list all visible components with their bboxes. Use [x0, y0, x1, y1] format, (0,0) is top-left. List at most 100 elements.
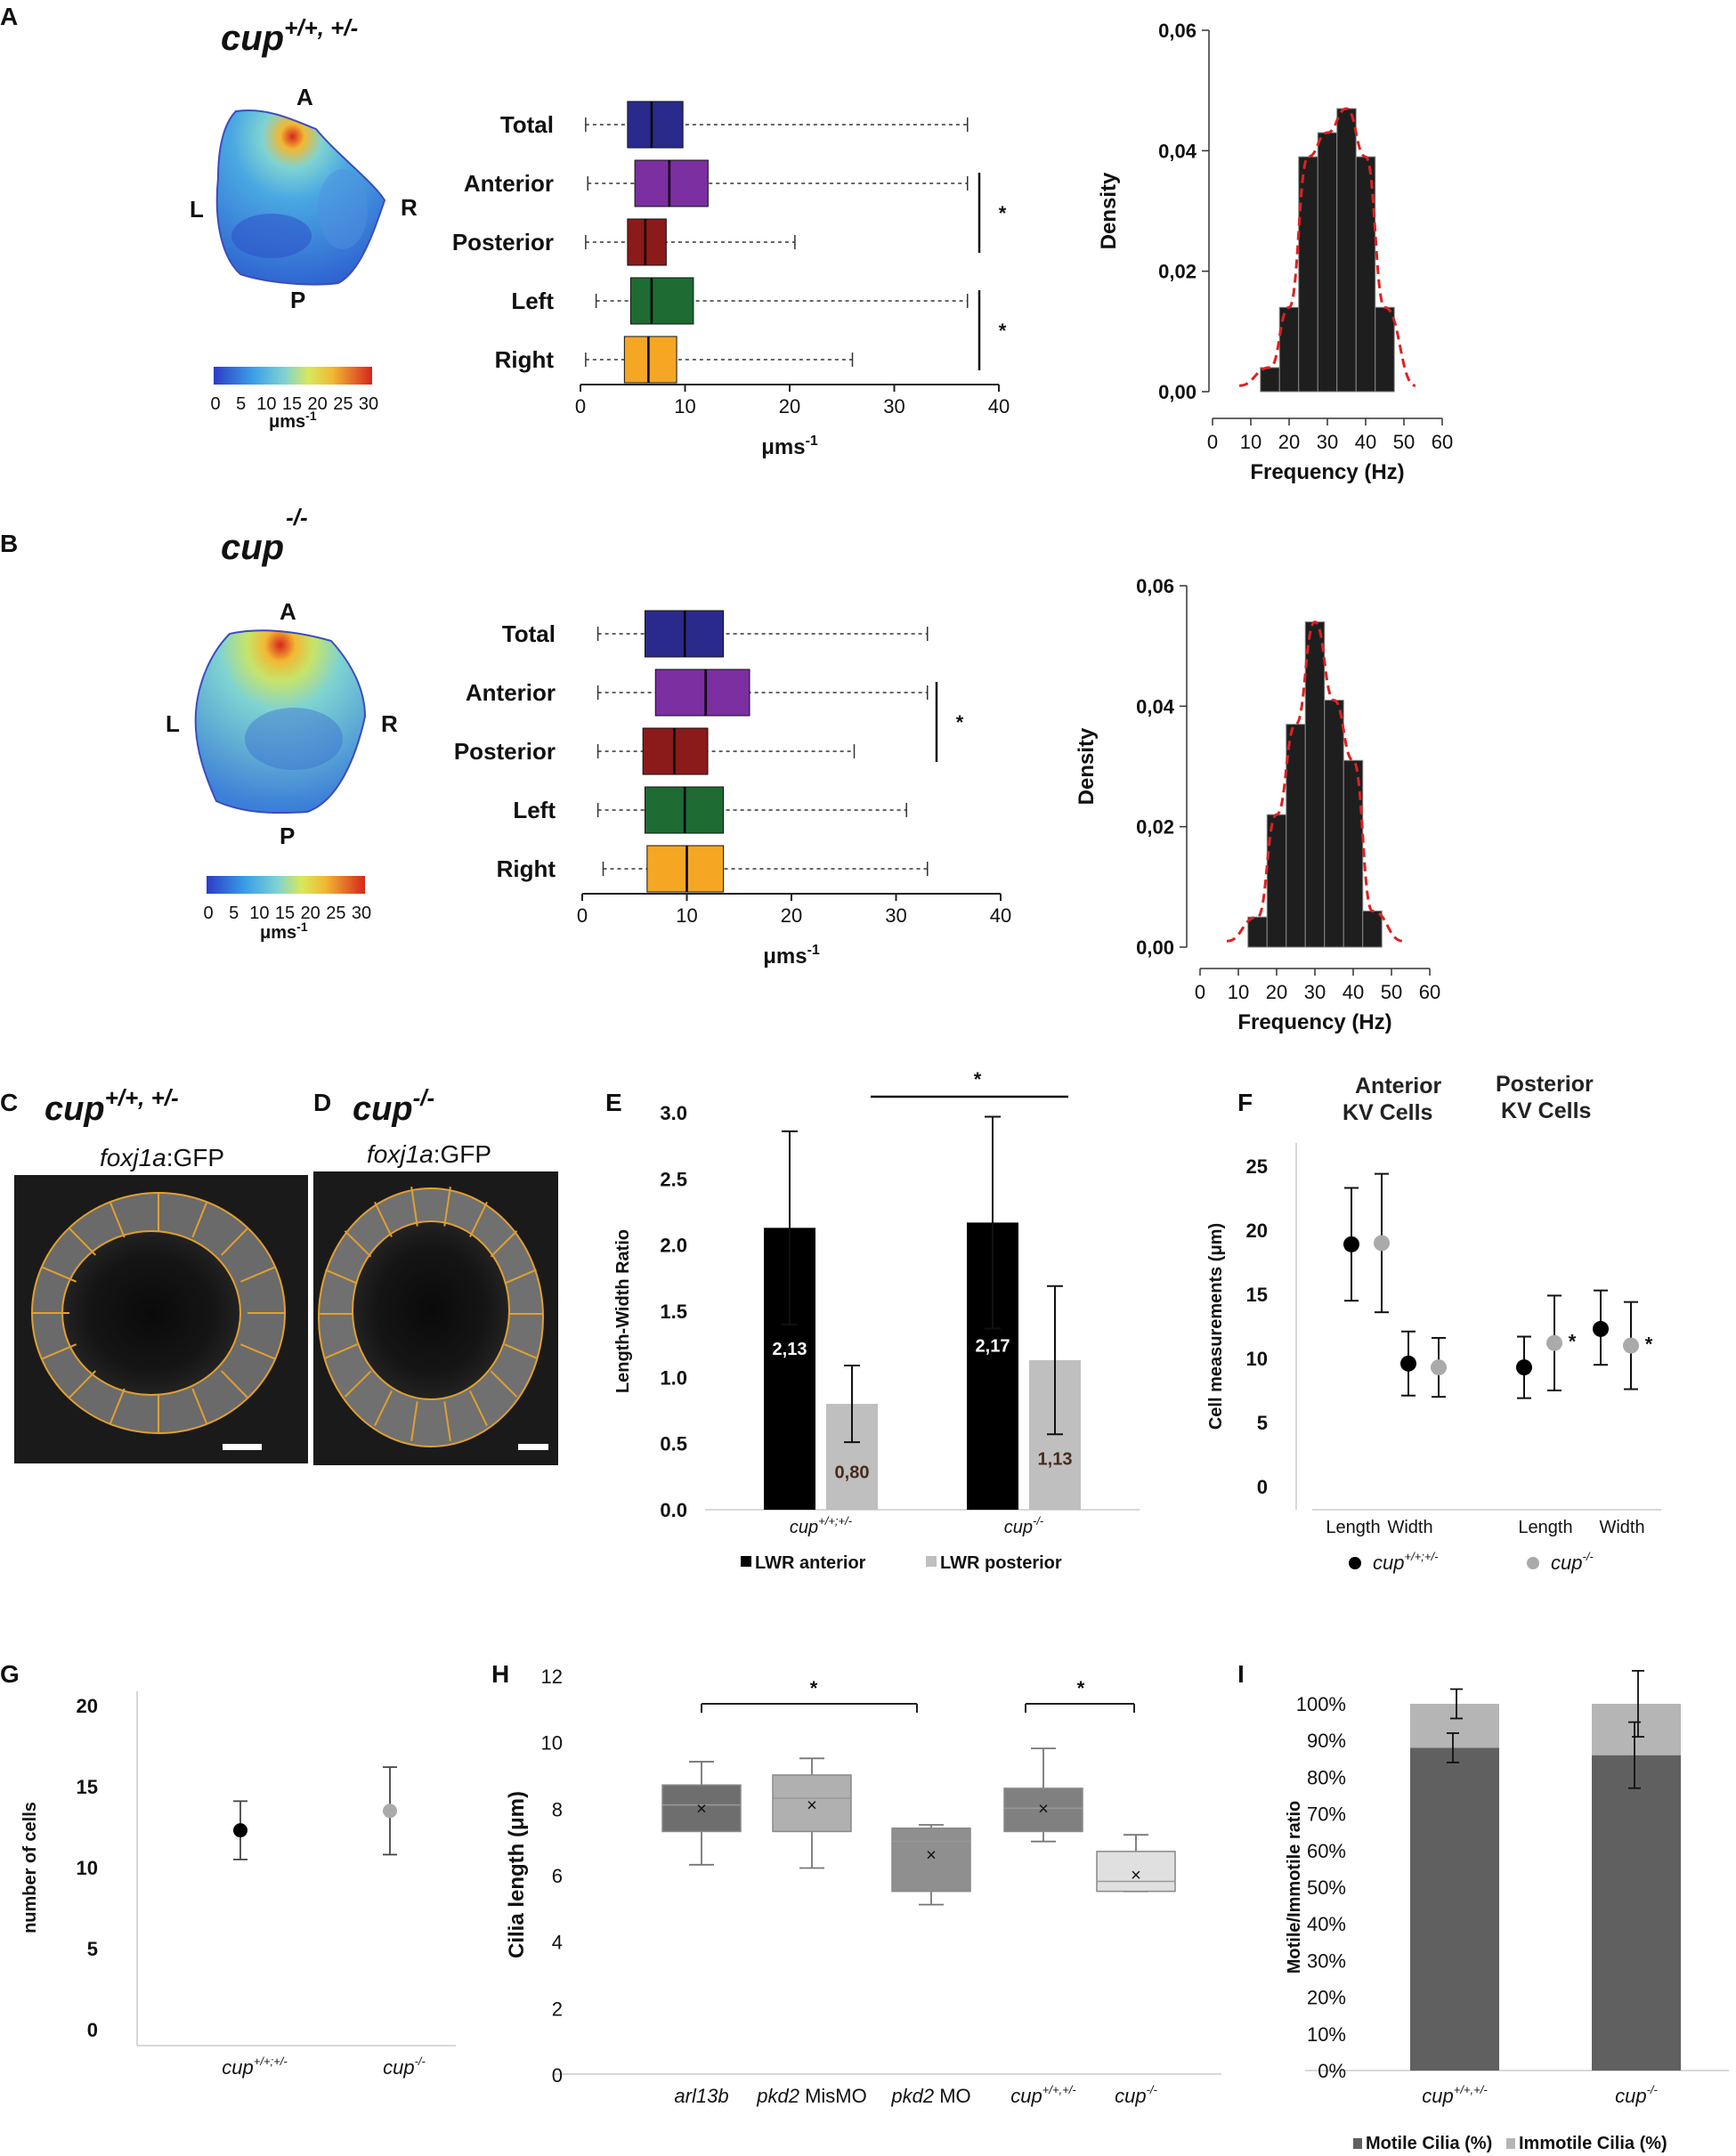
- colorbar-tick: 20: [301, 904, 320, 923]
- data-point: [1374, 1235, 1390, 1252]
- legend-swatch: [1353, 2138, 1362, 2149]
- panel-b: B cup-/- A P L R 0 5 10 15 20 25 30 μms-1 0 10 2…: [0, 504, 1440, 1034]
- significance-star: *: [1569, 1331, 1577, 1353]
- legend-marker: [1349, 1557, 1361, 1569]
- legend-label: LWR posterior: [940, 1553, 1062, 1573]
- panel-label-i: I: [1237, 1660, 1245, 1688]
- panel-d: D cup-/- foxj1a:GFP: [313, 1084, 558, 1465]
- genotype-a: cup+/+, +/-: [221, 14, 358, 58]
- x-category-label-italic: arl13b: [674, 2085, 728, 2107]
- y-tick-label: 20: [77, 1695, 98, 1717]
- cell-boundary: [68, 1227, 97, 1256]
- cell-boundary: [410, 1401, 418, 1441]
- y-tick-label: 20%: [1307, 1987, 1346, 2009]
- heatmap-a-dir-right: R: [401, 194, 418, 221]
- data-point: [1400, 1355, 1416, 1372]
- y-tick-label: 70%: [1307, 1803, 1346, 1826]
- x-category-label-base: cup: [383, 2056, 414, 2079]
- data-label: 1,13: [1038, 1450, 1073, 1470]
- x-tick-label: 20: [1278, 431, 1300, 453]
- cell-boundary: [220, 1227, 249, 1256]
- heatmap-a-dir-bottom: P: [290, 287, 305, 313]
- colorbar-a-ticks: 0 5 10 15 20 25 30: [210, 394, 378, 414]
- cell-boundary: [191, 1388, 208, 1425]
- x-tick-label: 30: [885, 904, 906, 927]
- x-category-label-sup: -/-: [415, 2055, 426, 2068]
- histogram-bar: [1266, 814, 1287, 948]
- panel-label-f: F: [1237, 1089, 1253, 1116]
- histogram-bar: [1336, 108, 1357, 393]
- mean-marker: ×: [807, 1796, 817, 1816]
- significance-star: *: [1645, 1333, 1653, 1356]
- box: [891, 1827, 971, 1893]
- significance-star: *: [956, 711, 964, 734]
- x-axis-label-base: μms: [763, 944, 807, 969]
- histogram-bar: [1343, 759, 1364, 948]
- data-label: 2,17: [976, 1337, 1010, 1357]
- y-tick-label: 20: [1246, 1220, 1268, 1242]
- x-axis-label: μms-1: [761, 434, 818, 459]
- legend-label: LWR anterior: [755, 1553, 866, 1573]
- x-category-label: Length: [1518, 1518, 1572, 1537]
- cell-boundary: [220, 1370, 249, 1399]
- significance-star: *: [999, 202, 1007, 224]
- x-category-label: cup+/+;+/-: [790, 1514, 853, 1537]
- cell-boundary: [344, 1230, 372, 1258]
- y-axis-label: Density: [1075, 727, 1099, 805]
- cell-boundary: [344, 1370, 372, 1398]
- x-axis-label: Frequency (Hz): [1237, 1010, 1391, 1034]
- legend-label: Immotile Cilia (%): [1519, 2134, 1667, 2153]
- x-category-label-base: cup: [790, 1518, 818, 1537]
- panel-i: I 0% 10% 20% 30% 40% 50% 60% 70% 80% 90% 100% Motil…: [1237, 1660, 1729, 2153]
- cell-boundary: [41, 1343, 77, 1360]
- histogram-bar: [1286, 724, 1306, 948]
- category-label: Right: [495, 346, 555, 373]
- y-tick-label: 10%: [1307, 2023, 1346, 2046]
- legend-swatch: [741, 1556, 751, 1567]
- colorbar-b-ticks: 0 5 10 15 20 25 30: [203, 904, 371, 923]
- category-label: Anterior: [464, 170, 554, 197]
- legend-label-base: cup: [1373, 1552, 1404, 1574]
- y-tick-label: 0: [1257, 1476, 1268, 1498]
- y-tick-label: 10: [77, 1857, 98, 1879]
- x-tick-label: 0: [1207, 431, 1218, 453]
- y-tick-label: 100%: [1296, 1693, 1346, 1715]
- panel-h: H 0 2 4 6 8 10 12 Cilia length (μm) × arl13b × pkd2…: [491, 1660, 1221, 2107]
- heatmap-b-shape: [194, 629, 367, 815]
- genotype-d: cup-/-: [353, 1084, 434, 1128]
- x-category-label-italic: pkd2: [890, 2085, 934, 2107]
- histogram-b: 0,00 0,02 0,04 0,06 0 10 20 30 40 50 60 Frequency (…: [1075, 575, 1440, 1034]
- cell-boundary: [41, 1266, 77, 1283]
- heatmap-b-dir-bottom: P: [280, 823, 295, 849]
- y-tick-label: 2: [552, 1998, 563, 2020]
- y-tick-label: 10: [541, 1732, 563, 1755]
- x-category-label: cup-/-: [383, 2055, 426, 2079]
- histogram-bar: [1362, 910, 1383, 948]
- cell-boundary: [504, 1268, 537, 1285]
- y-tick-label: 12: [541, 1666, 563, 1688]
- heading-anterior-2: KV Cells: [1343, 1100, 1432, 1125]
- y-tick-label: 3.0: [660, 1102, 687, 1124]
- density-fit-curve: [1226, 620, 1404, 943]
- histogram-bar: [1324, 700, 1344, 948]
- density-fit-curve: [1238, 107, 1416, 387]
- x-axis-label-base: μms: [761, 435, 805, 459]
- panel-label-e: E: [605, 1089, 622, 1116]
- cell-boundary: [469, 1390, 488, 1427]
- heatmap-a-lowflow: [231, 214, 312, 258]
- colorbar-tick: 10: [256, 394, 276, 414]
- marker-d: foxj1a:GFP: [367, 1140, 491, 1168]
- y-tick-label: 0,06: [1136, 575, 1174, 597]
- x-category-label-sup: -/-: [1147, 2083, 1158, 2096]
- panel-label-c: C: [0, 1089, 18, 1116]
- x-category-label-italic: cup: [1010, 2085, 1042, 2107]
- x-tick-label: 0: [575, 395, 586, 417]
- cell-boundary: [490, 1230, 518, 1258]
- cell-boundary: [325, 1268, 358, 1285]
- x-category-label-sup: +/+;+/-: [254, 2055, 288, 2068]
- colorbar-a: [214, 367, 372, 385]
- colorbar-tick: 25: [326, 904, 345, 923]
- x-tick-label: 20: [779, 395, 800, 417]
- cell-boundary: [374, 1201, 393, 1237]
